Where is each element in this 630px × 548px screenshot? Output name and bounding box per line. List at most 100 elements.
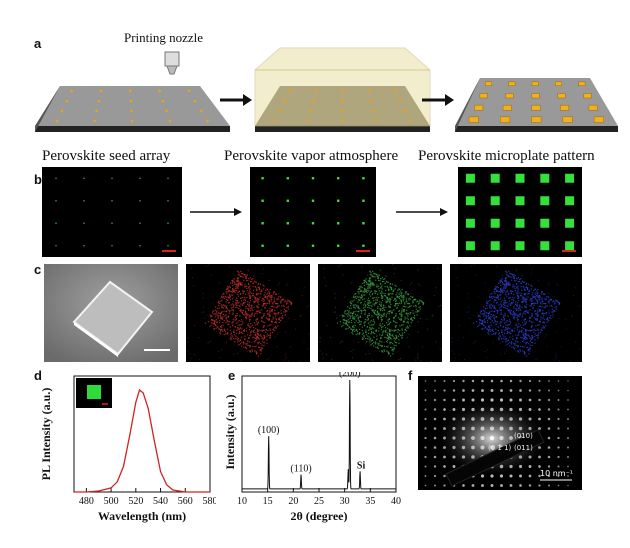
spot-label-0-11: (0 1̄ 1) — [488, 444, 512, 452]
seed-dot — [130, 109, 133, 113]
fluorescent-spot — [83, 200, 85, 202]
microplate — [505, 93, 514, 99]
fluorescent-spot — [465, 218, 475, 228]
x-tick-label: 560 — [178, 496, 193, 507]
arrow-right-icon — [220, 94, 252, 106]
x-tick-label: 580 — [203, 496, 217, 507]
fluorescent-spot — [362, 199, 365, 202]
seed-dot — [193, 99, 197, 103]
element-map-points — [187, 264, 310, 362]
fluorescent-spot — [83, 245, 85, 247]
fluorescent-spot — [465, 196, 475, 206]
fluorescent-spot — [139, 177, 141, 179]
seed-dot — [314, 89, 318, 93]
seed-dot — [158, 89, 162, 93]
seed-dot — [369, 99, 373, 103]
fluorescent-spot — [540, 196, 550, 206]
seed-dot — [97, 99, 101, 103]
fluorescent-spot — [286, 177, 289, 180]
panel-label-d: d — [34, 368, 42, 383]
fluorescent-spot — [515, 196, 525, 206]
seed-dot — [128, 89, 132, 93]
vapor-micrograph — [250, 167, 376, 257]
seed-dot — [372, 109, 376, 113]
sem-image — [44, 264, 178, 362]
fluorescent-spot — [111, 177, 113, 179]
spot-label-010: (010) — [514, 432, 533, 440]
fluorescent-spot — [565, 218, 575, 228]
fluorescent-spot — [565, 196, 575, 206]
microplate — [562, 116, 573, 123]
nozzle-label: Printing nozzle — [124, 30, 204, 45]
fluorescent-spot — [515, 173, 525, 183]
microplate — [531, 81, 539, 86]
x-tick-label: 500 — [104, 496, 119, 507]
fluorescent-spot — [490, 218, 500, 228]
seed-dot — [367, 89, 371, 93]
fluorescent-spot — [490, 196, 500, 206]
fluorescent-spot — [311, 244, 315, 247]
microplate-micrograph — [458, 167, 582, 257]
fluorescent-spot — [261, 222, 264, 225]
xrd-series-line — [242, 379, 396, 490]
seed-dot — [278, 109, 282, 113]
fluorescent-spot — [311, 177, 315, 180]
microplate — [502, 104, 512, 111]
microplate — [485, 81, 493, 86]
fluorescent-spot — [83, 222, 85, 224]
seed-dot — [312, 99, 316, 103]
fluorescent-spot — [55, 200, 57, 202]
element-map-points — [319, 264, 442, 362]
arrow-right-icon — [422, 94, 454, 106]
fluorescent-spot — [111, 222, 113, 224]
fluorescent-spot — [515, 218, 525, 228]
green-element-map — [318, 264, 442, 362]
fluorescent-spot — [362, 222, 365, 225]
caption-vapor: Perovskite vapor atmosphere — [224, 148, 399, 164]
arrow-right-icon — [190, 208, 242, 216]
panel-label-c: c — [34, 262, 42, 277]
fluorescent-spot — [565, 241, 575, 251]
fluorescent-spot — [362, 244, 365, 247]
seed-dots — [55, 89, 209, 123]
microplate — [557, 93, 566, 99]
fluorescent-spot — [55, 222, 57, 224]
microplate — [500, 116, 511, 123]
seed-array-micrograph — [42, 167, 182, 257]
seed-dot — [408, 119, 412, 123]
fluorescent-spot — [167, 245, 169, 247]
microplate — [531, 104, 541, 111]
y-axis-label: Intensity (a.u.) — [223, 394, 237, 469]
seed-dot — [199, 109, 203, 113]
panel-label-f: f — [408, 368, 413, 383]
fluorescent-spot — [55, 177, 57, 179]
seed-dot — [398, 99, 402, 103]
seed-dot — [93, 119, 96, 123]
seed-dot — [187, 89, 191, 93]
microplate — [583, 93, 592, 99]
seed-dot — [341, 119, 344, 123]
x-tick-label: 30 — [340, 496, 350, 507]
fluorescent-spot — [311, 199, 315, 202]
x-tick-label: 520 — [128, 496, 143, 507]
fluorescent-spot — [111, 245, 113, 247]
fluorescent-spot — [261, 177, 264, 180]
x-tick-label: 40 — [391, 496, 401, 507]
fluorescent-spot — [139, 222, 141, 224]
seed-dot — [288, 89, 292, 93]
beam-stop — [445, 429, 545, 487]
fluorescent-spot — [167, 200, 169, 202]
seed-dot — [95, 109, 99, 113]
seed-dot — [206, 119, 209, 123]
scale-label: 10 nm⁻¹ — [540, 469, 573, 478]
fluorescent-spot — [139, 245, 141, 247]
seed-dot — [341, 109, 344, 113]
microplate — [578, 81, 586, 86]
seed-dot — [129, 99, 133, 103]
seed-dot — [307, 119, 311, 123]
x-tick-label: 15 — [263, 496, 273, 507]
peak-label: Si — [357, 460, 366, 471]
fluorescent-spot — [337, 222, 340, 225]
fluorescent-spot — [362, 177, 365, 180]
plot-frame — [73, 375, 211, 493]
